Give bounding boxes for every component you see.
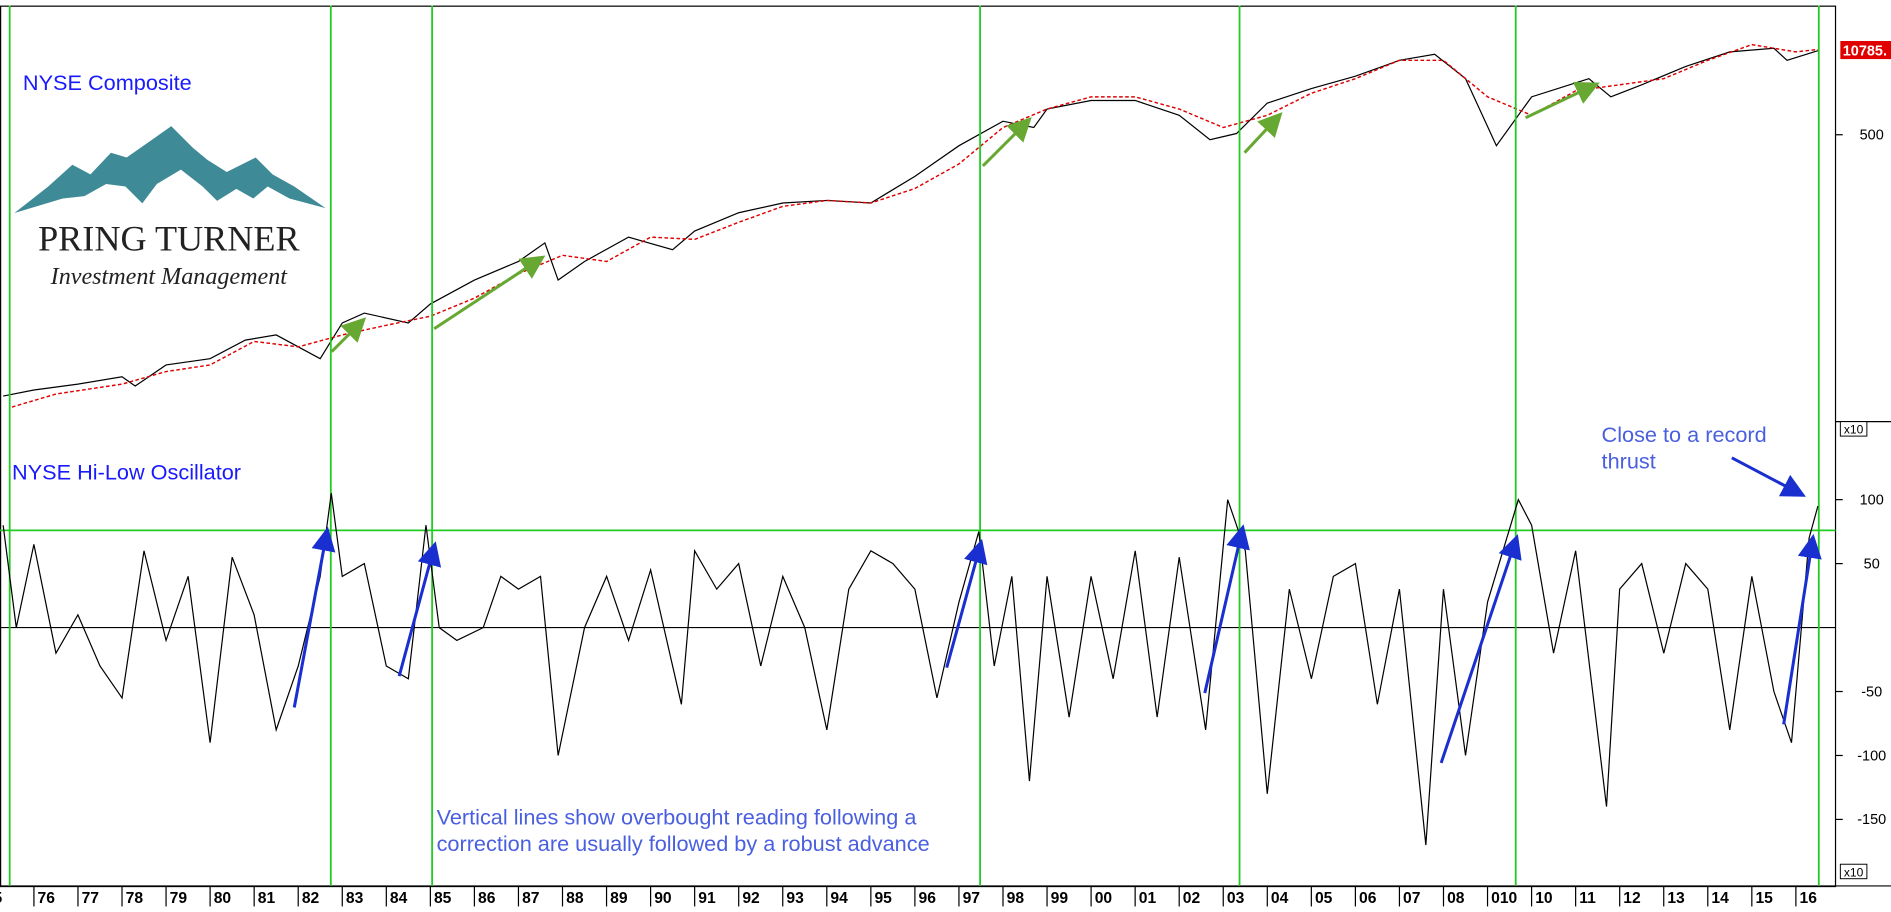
x-tick-label: 82 [302, 890, 320, 907]
chart-title: NYSE Hi-Low Oscillator [12, 460, 241, 485]
annotation: thrust [1602, 449, 1656, 474]
x-tick-label: 77 [82, 890, 100, 907]
x-tick-label: 07 [1403, 890, 1421, 907]
x-tick-label: 14 [1711, 890, 1729, 907]
x-tick-label: 5 [0, 890, 2, 907]
x-tick-label: 97 [963, 890, 981, 907]
y-tick-label: -50 [1861, 684, 1882, 700]
x-tick-label: 93 [786, 890, 804, 907]
x-tick-label: 92 [742, 890, 760, 907]
svg-text:PRING TURNER: PRING TURNER [38, 218, 300, 258]
trend-arrows [292, 82, 1822, 764]
x-tick-label: 81 [258, 890, 276, 907]
x-tick-label: 85 [434, 890, 452, 907]
x-tick-label: 05 [1315, 890, 1333, 907]
scale-note: x10 [1844, 423, 1864, 437]
plot-area: 500 x10 10785. 100 50 -50 -100 -150 x10 5 76 77 78 79… [0, 5, 1891, 907]
x-tick-label: 84 [390, 890, 408, 907]
x-tick-label: 12 [1623, 890, 1641, 907]
x-tick-label: 99 [1051, 890, 1069, 907]
x-tick-label: 79 [170, 890, 188, 907]
x-tick-label: 02 [1183, 890, 1201, 907]
x-tick-label: 86 [478, 890, 496, 907]
last-value-box [1840, 40, 1891, 60]
x-tick-label: 08 [1447, 890, 1465, 907]
x-tick-label: 96 [919, 890, 937, 907]
y-tick-label: 500 [1860, 128, 1884, 144]
x-tick-label: 11 [1579, 890, 1596, 907]
last-value-label: 10785. [1843, 43, 1887, 59]
x-tick-label: 16 [1799, 890, 1817, 907]
x-tick-label: 13 [1667, 890, 1685, 907]
x-tick-label: 04 [1271, 890, 1289, 907]
x-tick-label: 90 [654, 890, 672, 907]
x-tick-label: 00 [1095, 890, 1113, 907]
x-tick-label: 10 [1535, 890, 1553, 907]
x-tick-label: 76 [38, 890, 56, 907]
annotation: correction are usually followed by a rob… [437, 831, 930, 856]
x-tick-label: 01 [1139, 890, 1157, 907]
x-tick-label: 89 [610, 890, 628, 907]
x-tick-label: 80 [214, 890, 232, 907]
x-tick-label: 94 [830, 890, 848, 907]
x-tick-label: 03 [1227, 890, 1245, 907]
x-tick-label: 98 [1007, 890, 1025, 907]
scale-note: x10 [1844, 865, 1864, 879]
x-tick-label: 87 [522, 890, 540, 907]
annotation: Close to a record [1602, 422, 1767, 447]
x-tick-label: 88 [566, 890, 584, 907]
scale-box [1839, 863, 1868, 880]
y-tick-label: 50 [1864, 556, 1880, 572]
y-tick-label: -150 [1857, 812, 1886, 828]
chart-title: NYSE Composite [23, 70, 192, 95]
x-tick-label: 91 [698, 890, 716, 907]
logo: PRING TURNER Investment Management [14, 126, 326, 290]
annotation: Vertical lines show overbought reading f… [437, 804, 918, 829]
x-tick-label: 06 [1359, 890, 1377, 907]
x-tick-label: 78 [126, 890, 144, 907]
x-tick-label: 010 [1491, 890, 1517, 907]
x-tick-label: 95 [874, 890, 892, 907]
series-line [11, 43, 1818, 408]
y-tick-label: 100 [1860, 492, 1884, 508]
x-tick-label: 83 [346, 890, 364, 907]
x-tick-label: 15 [1755, 890, 1773, 907]
scale-box [1839, 421, 1868, 437]
y-tick-label: -100 [1857, 748, 1886, 764]
svg-text:Investment Management: Investment Management [50, 264, 289, 290]
